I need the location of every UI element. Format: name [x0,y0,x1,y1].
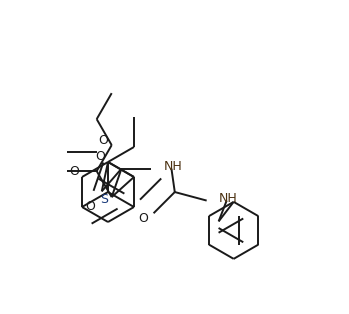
Text: S: S [100,193,108,206]
Text: NH: NH [163,160,182,173]
Text: NH: NH [219,192,237,205]
Text: O: O [85,201,95,214]
Text: O: O [139,212,149,225]
Text: O: O [70,165,80,178]
Text: O: O [99,134,109,147]
Text: O: O [95,150,105,164]
